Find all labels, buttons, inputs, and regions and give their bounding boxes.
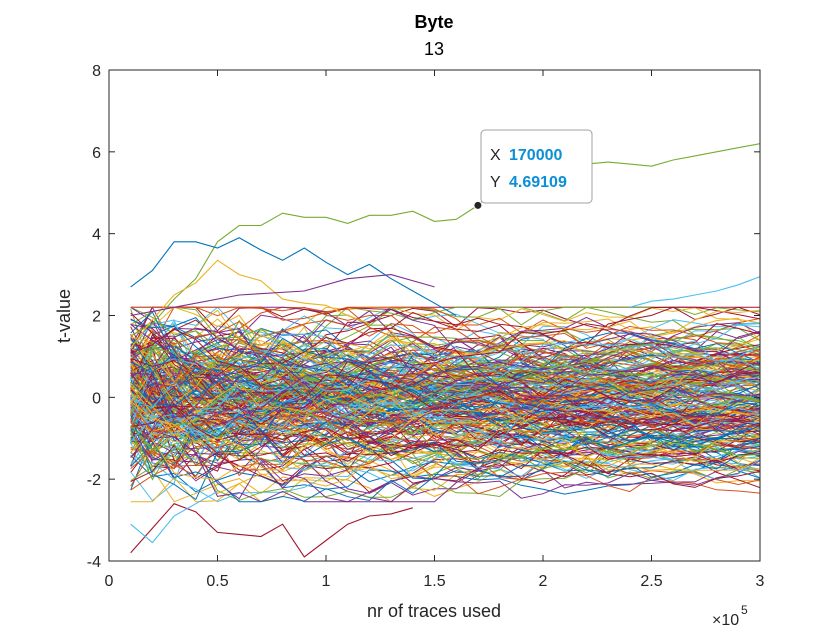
series-line: [130, 337, 760, 416]
series-line: [130, 360, 760, 412]
datatip[interactable]: X 170000 Y 4.69109: [473, 129, 593, 210]
series-line: [130, 395, 760, 440]
series-line: [130, 319, 760, 422]
datatip-x-value: 170000: [509, 147, 562, 164]
series-line: [130, 342, 760, 403]
series-line: [130, 306, 760, 375]
series-line: [130, 391, 760, 480]
x-exponent-base: ×10: [712, 612, 739, 629]
series-line: [130, 423, 760, 495]
series-line: [130, 386, 760, 459]
series-line: [130, 423, 760, 485]
series-line: [130, 430, 760, 503]
series-line: [130, 430, 760, 488]
highlighted-series-line: [130, 259, 370, 349]
ticks-group: 0 0.5 1 1.5 2 2.5 3 -4 -2 0 2 4 6 8: [87, 63, 765, 590]
series-line: [130, 366, 760, 457]
highlighted-series-line: [130, 503, 413, 558]
series-line: [130, 360, 760, 480]
series-line: [130, 405, 760, 471]
series-line: [130, 340, 760, 452]
series-line: [130, 358, 760, 436]
x-tick-label: 2.5: [640, 573, 662, 590]
series-line: [130, 397, 760, 503]
highlighted-series-line: [130, 274, 435, 317]
series-line: [130, 428, 760, 503]
x-tick-label: 1.5: [423, 573, 445, 590]
series-line: [130, 342, 760, 410]
series-line: [130, 347, 760, 415]
x-tick-label: 0: [105, 573, 114, 590]
y-tick-label: 0: [92, 390, 101, 407]
chart-subtitle: 13: [424, 39, 444, 59]
x-tick-label: 1: [322, 573, 331, 590]
y-tick-label: 6: [92, 145, 101, 162]
highlighted-series-line: [130, 490, 218, 544]
series-line: [130, 382, 760, 430]
x-tick-label: 0.5: [206, 573, 228, 590]
highlighted-series-line: [130, 143, 760, 337]
series-line: [130, 323, 760, 405]
series-line: [130, 368, 760, 474]
x-axis-label: nr of traces used: [367, 601, 501, 621]
series-line: [130, 381, 760, 452]
series-line: [130, 404, 760, 464]
x-exponent-power: 5: [741, 603, 748, 617]
x-tick-label: 3: [756, 573, 765, 590]
series-line: [130, 319, 760, 435]
datatip-y-key: Y: [490, 174, 501, 191]
series-line: [130, 334, 760, 468]
series-line: [130, 341, 760, 404]
series-line: [130, 327, 760, 425]
datatip-x-key: X: [490, 147, 501, 164]
series-line: [130, 385, 760, 447]
series-line: [130, 383, 760, 459]
series-line: [130, 306, 760, 426]
y-tick-label: 8: [92, 63, 101, 80]
series-line: [130, 394, 760, 465]
series-line: [130, 319, 760, 364]
series-line: [130, 324, 760, 421]
series-group: [130, 306, 760, 503]
series-line: [130, 324, 760, 437]
series-line: [130, 323, 760, 425]
datatip-marker[interactable]: [473, 200, 483, 210]
series-line: [130, 333, 760, 429]
y-tick-label: -4: [87, 554, 101, 571]
y-axis-label: t-value: [54, 289, 74, 343]
series-line: [130, 330, 760, 405]
series-line: [130, 309, 760, 393]
series-line: [130, 390, 760, 443]
series-line: [130, 306, 760, 413]
highlighted-series-line: [130, 237, 457, 316]
datatip-box: [480, 129, 593, 204]
series-line: [130, 400, 760, 472]
x-tick-label: 2: [539, 573, 548, 590]
highlight-series-group: [130, 143, 760, 558]
y-tick-label: 4: [92, 227, 101, 244]
y-tick-label: -2: [87, 472, 101, 489]
series-line: [130, 306, 760, 361]
series-line: [130, 387, 760, 500]
chart-title: Byte: [414, 12, 453, 32]
series-line: [130, 358, 760, 426]
series-line: [130, 332, 760, 388]
y-tick-label: 2: [92, 309, 101, 326]
highlighted-series-line: [629, 276, 760, 308]
series-line: [130, 306, 760, 359]
series-line: [130, 345, 760, 433]
datatip-y-value: 4.69109: [509, 174, 567, 191]
